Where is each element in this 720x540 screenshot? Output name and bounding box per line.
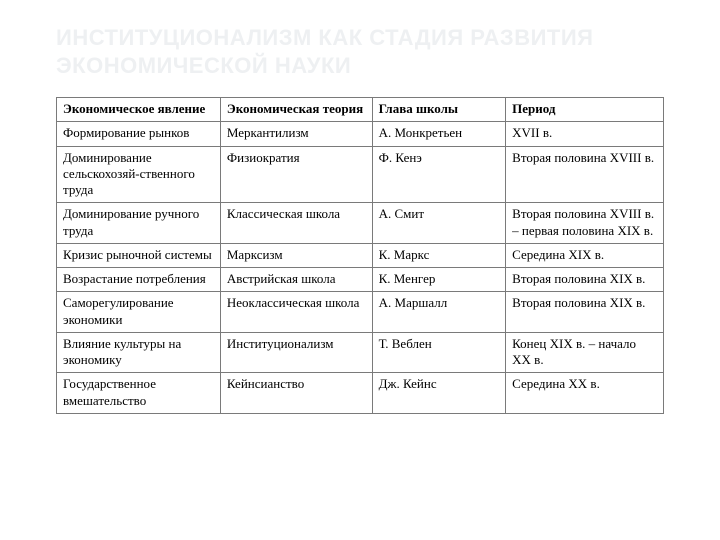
cell-theory: Кейнсианство [220, 373, 372, 414]
cell-theory: Физиократия [220, 146, 372, 203]
page-title: ИНСТИТУЦИОНАЛИЗМ КАК СТАДИЯ РАЗВИТИЯ ЭКО… [56, 24, 664, 79]
cell-phenomenon: Государственное вмешательство [57, 373, 221, 414]
table-row: Формирование рынков Меркантилизм А. Монк… [57, 122, 664, 146]
cell-period: Середина XIX в. [506, 243, 664, 267]
cell-phenomenon: Саморегулирование экономики [57, 292, 221, 333]
cell-leader: А. Маршалл [372, 292, 506, 333]
table-row: Кризис рыночной системы Марксизм К. Марк… [57, 243, 664, 267]
table-row: Доминирование сельскохозяй-ственного тру… [57, 146, 664, 203]
cell-phenomenon: Возрастание потребления [57, 268, 221, 292]
col-header-period: Период [506, 98, 664, 122]
cell-period: Середина XX в. [506, 373, 664, 414]
cell-theory: Неоклассическая школа [220, 292, 372, 333]
cell-period: Вторая половина XIX в. [506, 268, 664, 292]
col-header-theory: Экономическая теория [220, 98, 372, 122]
table-row: Саморегулирование экономики Неоклассичес… [57, 292, 664, 333]
cell-theory: Марксизм [220, 243, 372, 267]
cell-phenomenon: Формирование рынков [57, 122, 221, 146]
cell-phenomenon: Влияние культуры на экономику [57, 332, 221, 373]
table-header-row: Экономическое явление Экономическая теор… [57, 98, 664, 122]
cell-leader: Дж. Кейнс [372, 373, 506, 414]
cell-leader: Ф. Кенэ [372, 146, 506, 203]
cell-period: Вторая половина XVIII в. [506, 146, 664, 203]
cell-phenomenon: Кризис рыночной системы [57, 243, 221, 267]
cell-period: Конец XIX в. – начало XX в. [506, 332, 664, 373]
cell-theory: Австрийская школа [220, 268, 372, 292]
cell-leader: Т. Веблен [372, 332, 506, 373]
table-row: Возрастание потребления Австрийская школ… [57, 268, 664, 292]
cell-theory: Классическая школа [220, 203, 372, 244]
table-row: Влияние культуры на экономику Институцио… [57, 332, 664, 373]
cell-period: XVII в. [506, 122, 664, 146]
table-row: Доминирование ручного труда Классическая… [57, 203, 664, 244]
col-header-leader: Глава школы [372, 98, 506, 122]
cell-theory: Институционализм [220, 332, 372, 373]
cell-phenomenon: Доминирование ручного труда [57, 203, 221, 244]
cell-leader: К. Маркс [372, 243, 506, 267]
cell-leader: А. Монкретьен [372, 122, 506, 146]
slide: ИНСТИТУЦИОНАЛИЗМ КАК СТАДИЯ РАЗВИТИЯ ЭКО… [0, 0, 720, 540]
cell-period: Вторая половина XVIII в. – первая полови… [506, 203, 664, 244]
cell-leader: К. Менгер [372, 268, 506, 292]
table-row: Государственное вмешательство Кейнсианст… [57, 373, 664, 414]
col-header-phenomenon: Экономическое явление [57, 98, 221, 122]
cell-period: Вторая половина XIX в. [506, 292, 664, 333]
cell-leader: А. Смит [372, 203, 506, 244]
cell-phenomenon: Доминирование сельскохозяй-ственного тру… [57, 146, 221, 203]
cell-theory: Меркантилизм [220, 122, 372, 146]
schools-table: Экономическое явление Экономическая теор… [56, 97, 664, 414]
